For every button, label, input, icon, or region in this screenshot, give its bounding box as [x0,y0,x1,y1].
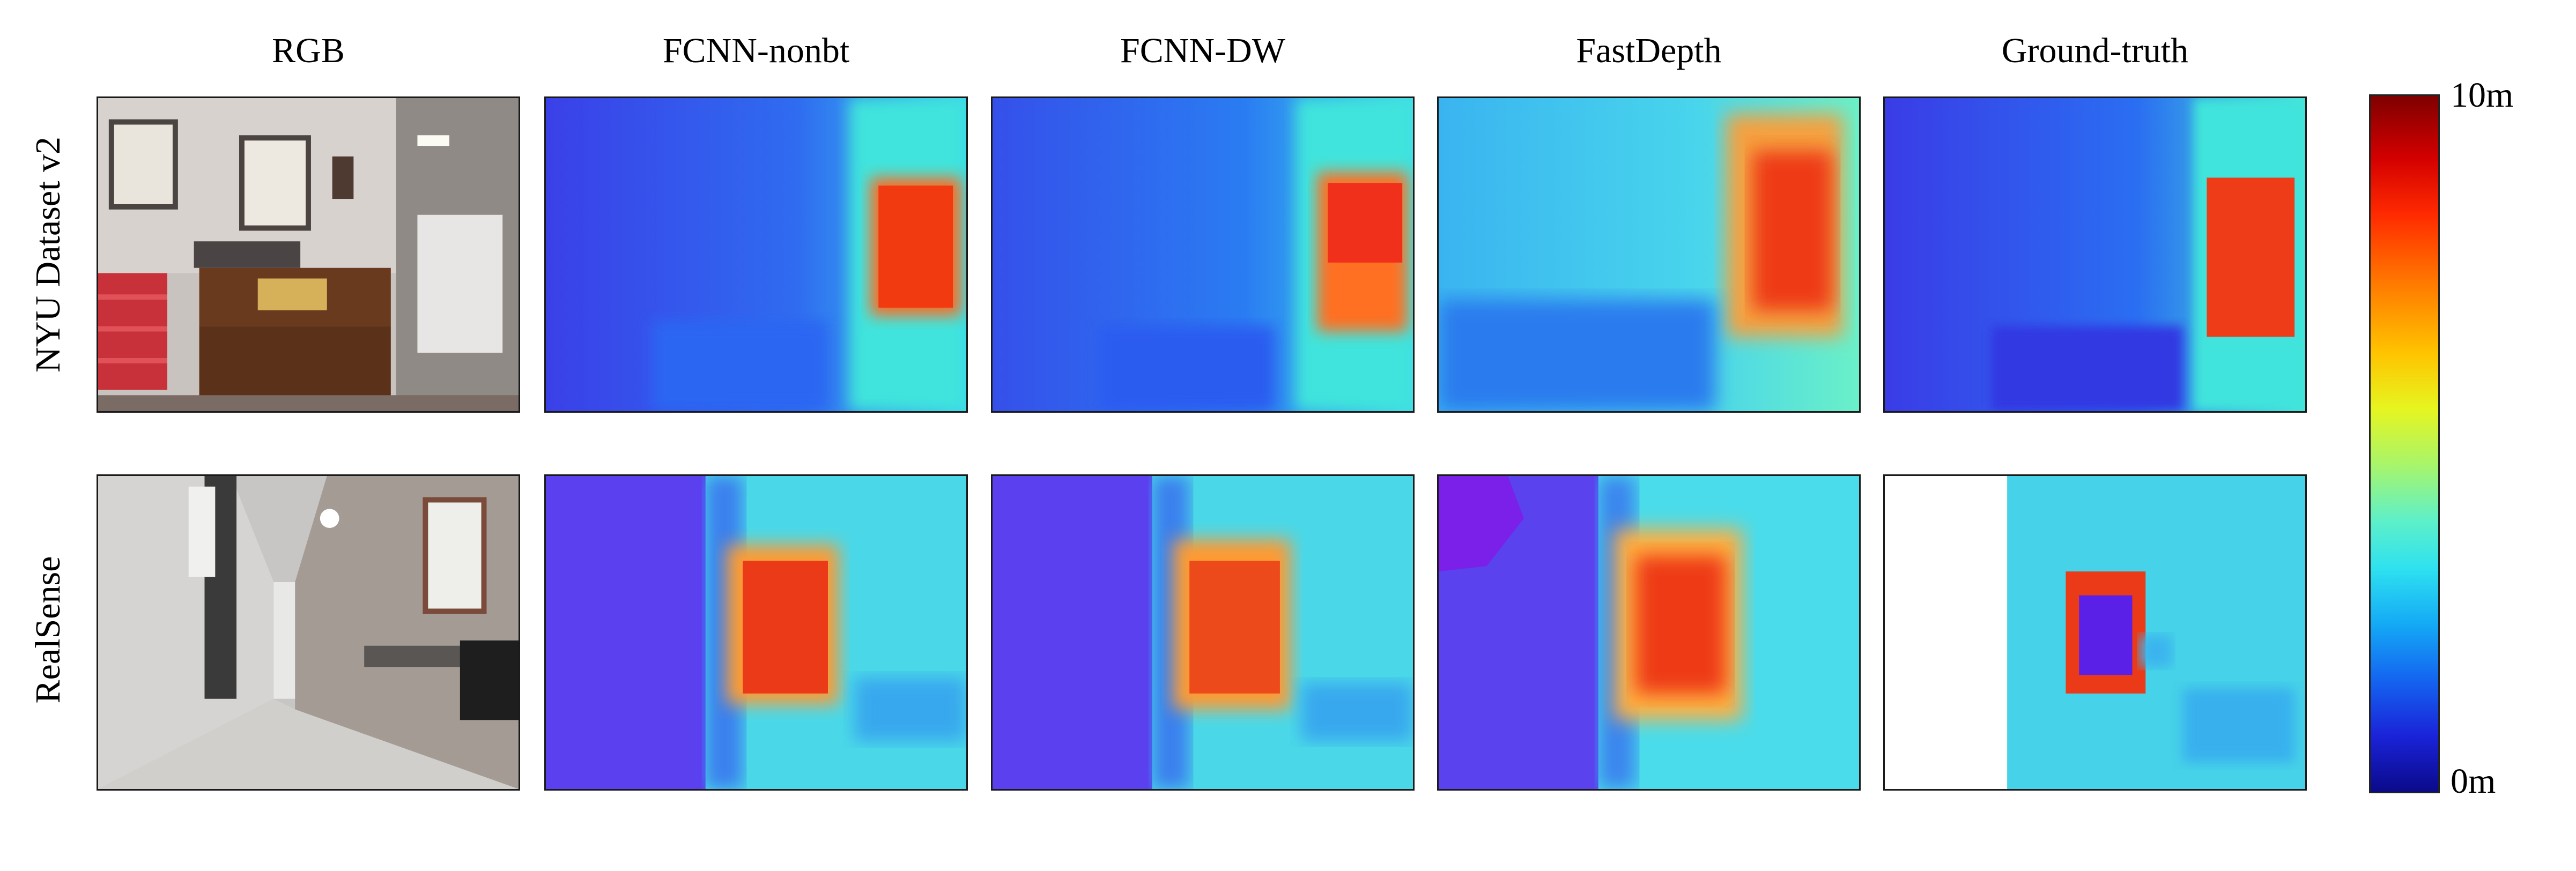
depth-map-nyu-fcnn-dw [991,96,1415,413]
colorbar-min-label: 0m [2451,762,2496,801]
depth-map-nyu-fastdepth [1437,96,1861,413]
rgb-image-nyu [97,96,520,413]
depth-map-realsense-ground-truth [1883,474,2307,791]
column-label-rgb: RGB [272,31,345,70]
column-label-ground-truth: Ground-truth [2001,31,2189,70]
depth-map-nyu-fcnn-nonbt [544,96,968,413]
column-label-fcnn-dw: FCNN-DW [1120,31,1285,70]
rgb-image-realsense [97,474,520,791]
depth-colorbar [2369,94,2440,793]
colorbar-max-label: 10m [2451,76,2514,115]
column-label-fcnn-nonbt: FCNN-nonbt [662,31,850,70]
row-label-nyu: NYU Dataset v2 [28,137,68,373]
depth-map-realsense-fcnn-nonbt [544,474,968,791]
column-label-fastdepth: FastDepth [1576,31,1722,70]
depth-map-realsense-fcnn-dw [991,474,1415,791]
depth-map-nyu-ground-truth [1883,96,2307,413]
row-label-realsense: RealSense [28,556,68,704]
depth-map-realsense-fastdepth [1437,474,1861,791]
